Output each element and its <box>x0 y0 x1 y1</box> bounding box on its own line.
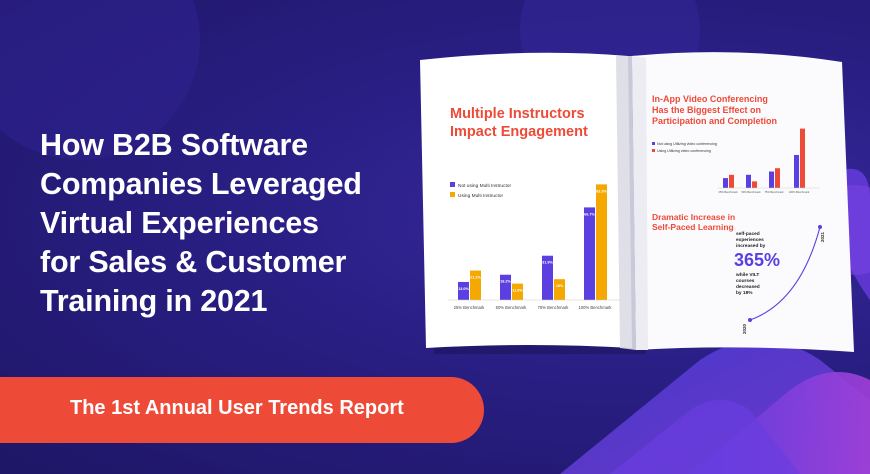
left-legend-1: Not using Multi Instructor <box>458 183 511 189</box>
left-bar-not-using-4 <box>584 207 595 300</box>
year-end-label: 2021 <box>820 231 825 242</box>
left-bar-label-using-1: 21.2% <box>470 276 481 280</box>
left-bar-label-using-3: 15% <box>556 284 564 288</box>
right-category-label-3: 75% Benchmark <box>764 190 784 194</box>
headline: How B2B Software Companies Leveraged Vir… <box>40 126 410 321</box>
right-bar-chart: 25% Benchmark 50% Benchmark 75% Benchmark 1… <box>718 128 810 194</box>
self-paced-note-3: increased by <box>736 243 766 249</box>
right-bar-not-using-3 <box>769 171 774 188</box>
headline-line-5: Training in 2021 <box>40 284 268 318</box>
self-paced-percent: 365% <box>734 250 780 270</box>
right-bar-using-3 <box>775 168 780 188</box>
headline-line-2: Companies Leveraged <box>40 167 362 201</box>
left-bar-using-2 <box>512 283 523 300</box>
headline-line-1: How B2B Software <box>40 128 308 162</box>
left-bar-not-using-1 <box>458 281 469 300</box>
left-category-label-3: 75% Benchmark <box>538 305 570 310</box>
right-bar-not-using-2 <box>746 174 751 188</box>
left-bar-not-using-3 <box>542 255 553 300</box>
right-category-label-1: 25% Benchmark <box>718 190 738 194</box>
right-title-line-2: Has the Biggest Effect on <box>652 105 761 115</box>
vilt-note-4: by 18% <box>736 290 753 296</box>
left-bar-label-not-using-1: 13.0% <box>458 287 469 291</box>
left-bar-label-not-using-4: 66.7% <box>584 212 595 216</box>
left-category-label-2: 50% Benchmark <box>496 305 528 310</box>
report-banner[interactable]: The 1st Annual User Trends Report <box>0 377 484 443</box>
right-title-line-3: Participation and Completion <box>652 116 777 126</box>
headline-line-4: for Sales & Customer <box>40 245 347 279</box>
left-bar-label-not-using-2: 18.2% <box>500 280 511 284</box>
right-bar-using-1 <box>729 174 734 188</box>
right-category-label-4: 100% Benchmark <box>789 190 810 194</box>
right-bar-using-4 <box>800 128 805 188</box>
left-category-label-1: 25% Benchmark <box>454 305 486 310</box>
right-legend-swatch-1 <box>652 142 655 145</box>
left-category-label-4: 100% Benchmark <box>578 305 612 310</box>
year-start-label: 2020 <box>742 323 747 334</box>
legend-swatch-not-using <box>450 182 455 187</box>
right-bar-not-using-4 <box>794 155 799 188</box>
left-bar-label-using-2: 11.8% <box>512 289 523 293</box>
right-title-line-1: In-App Video Conferencing <box>652 94 768 104</box>
left-bar-using-4 <box>596 184 607 300</box>
legend-swatch-using <box>450 192 455 197</box>
left-legend-2: Using Multi Instructor <box>458 193 503 199</box>
left-bar-label-not-using-3: 31.9% <box>542 261 553 265</box>
right-legend-swatch-2 <box>652 149 655 152</box>
book-illustration: Multiple Instructors Impact Engagement N… <box>420 52 854 354</box>
right-legend-1: Not using Utilizing video conferencing <box>657 142 717 146</box>
left-title-line-2: Impact Engagement <box>450 124 588 140</box>
right-bar-not-using-1 <box>723 178 728 188</box>
left-bar-using-1 <box>470 270 481 300</box>
left-bar-using-3 <box>554 279 565 300</box>
vilt-note-2: courses <box>736 278 755 284</box>
right-page <box>632 52 854 353</box>
headline-line-3: Virtual Experiences <box>40 206 319 240</box>
growth-end-dot <box>818 225 822 229</box>
self-paced-note-1: self-paced <box>736 231 760 237</box>
left-bar-not-using-2 <box>500 274 511 300</box>
report-banner-label: The 1st Annual User Trends Report <box>70 397 404 419</box>
self-paced-title-line-2: Self-Paced Learning <box>652 222 734 232</box>
self-paced-note-2: experiences <box>736 237 764 243</box>
left-title-line-1: Multiple Instructors <box>450 106 585 122</box>
vilt-note-3: decreased <box>736 284 760 290</box>
self-paced-title-line-1: Dramatic Increase in <box>652 212 735 222</box>
growth-start-dot <box>748 318 752 322</box>
left-bar-chart: 13.0% 21.2% 25% Benchmark 18.2% 11.8% 50% Ben… <box>454 184 612 310</box>
left-bar-label-using-4: 83.3% <box>596 189 607 193</box>
right-bar-using-2 <box>752 181 757 188</box>
right-legend-2: Using Utilizing video conferencing <box>657 149 711 153</box>
right-category-label-2: 50% Benchmark <box>741 190 761 194</box>
growth-curve <box>749 226 821 321</box>
vilt-note-1: while VILT <box>735 272 759 278</box>
report-book: Multiple Instructors Impact Engagement N… <box>420 52 856 354</box>
